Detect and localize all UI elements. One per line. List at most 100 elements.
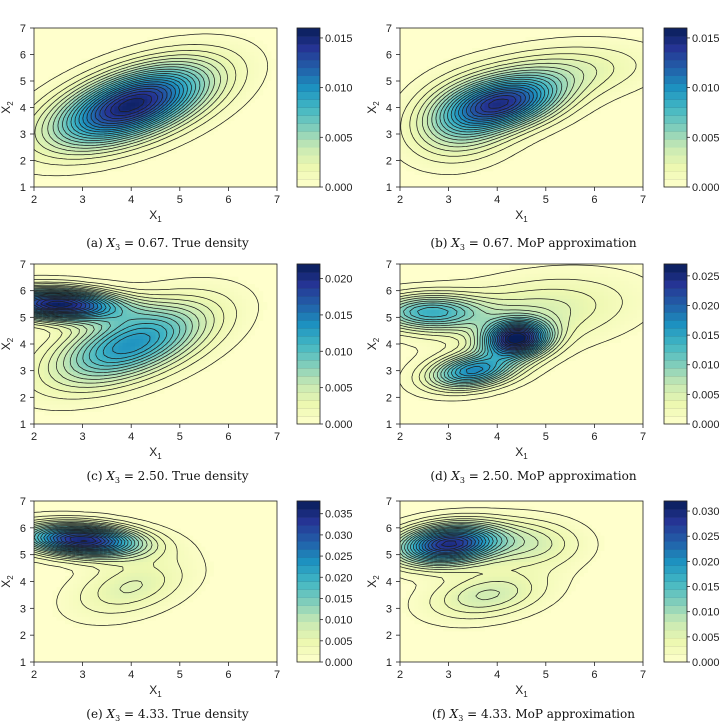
heat-cell (591, 44, 597, 49)
heat-cell (521, 105, 527, 110)
heat-cell (56, 134, 62, 139)
heat-cell (537, 109, 543, 114)
heat-cell (114, 76, 120, 81)
heat-cell (73, 338, 78, 343)
heat-cell (558, 120, 564, 125)
heat-cell (143, 305, 148, 311)
heat-cell (505, 98, 510, 103)
heat-cell (550, 134, 556, 139)
heat-cell (106, 385, 111, 391)
heat-cell (85, 378, 91, 383)
heat-cell (550, 44, 556, 49)
heat-cell (213, 345, 218, 351)
heat-cell (616, 73, 621, 78)
heat-cell (34, 396, 37, 401)
heat-cell (513, 112, 518, 118)
heat-cell (139, 91, 144, 96)
heat-cell (77, 174, 82, 179)
heat-cell (114, 353, 120, 358)
heat-cell (217, 94, 222, 100)
heat-cell (426, 87, 432, 92)
heat-cell (426, 159, 432, 165)
heat-cell (159, 298, 165, 303)
heat-cell (167, 374, 173, 380)
heat-cell (225, 313, 231, 318)
heat-cell (505, 69, 510, 74)
heat-cell (562, 120, 568, 125)
heat-cell (114, 389, 120, 394)
heat-cell (418, 98, 424, 103)
heat-cell (106, 91, 111, 96)
heat-cell (85, 338, 91, 343)
heat-cell (554, 80, 560, 85)
heat-cell (52, 152, 58, 157)
heat-cell (176, 342, 181, 347)
heat-cell (48, 152, 54, 157)
heat-cell (184, 324, 190, 329)
heat-cell (147, 109, 152, 114)
heat-cell (250, 58, 255, 63)
heat-cell (101, 58, 107, 63)
heat-cell (612, 91, 617, 96)
heat-cell (77, 367, 82, 372)
heat-cell (406, 134, 411, 139)
heat-cell (200, 40, 206, 45)
heat-cell (225, 47, 231, 53)
heat-cell (151, 94, 157, 100)
heat-cell (196, 331, 202, 336)
heat-cell (591, 102, 597, 107)
heat-cell (36, 294, 41, 300)
heat-cell (463, 65, 469, 71)
heat-cell (418, 163, 424, 168)
heat-cell (106, 404, 111, 409)
heat-cell (97, 298, 103, 303)
heat-cell (422, 134, 428, 139)
heat-cell (570, 91, 576, 96)
heat-cell (476, 156, 481, 161)
heat-cell (184, 98, 190, 103)
heat-cell (143, 91, 148, 96)
heat-cell (130, 385, 136, 391)
heat-cell (192, 374, 198, 380)
heat-cell (40, 149, 45, 154)
panel-b: 2 3 4 5 6 71234567X1X20.0000.0050.0100.015(b)… (365, 23, 720, 252)
heat-cell (34, 378, 37, 383)
heat-cell (402, 163, 407, 168)
heat-cell (459, 127, 465, 132)
heat-cell (97, 364, 103, 369)
heat-cell (81, 138, 87, 143)
heat-cell (40, 298, 45, 303)
heat-cell (579, 69, 584, 74)
heat-cell (562, 55, 568, 60)
heat-cell (64, 378, 70, 383)
heat-cell (97, 141, 103, 147)
heat-cell (151, 51, 157, 56)
heat-cell (500, 127, 506, 132)
heat-cell (134, 102, 140, 107)
heat-cell (159, 331, 165, 336)
heat-cell (44, 356, 50, 361)
heat-cell (106, 130, 111, 136)
heat-cell (163, 378, 169, 383)
heat-cell (406, 167, 411, 172)
heat-cell (204, 112, 210, 118)
heat-cell (246, 91, 251, 96)
heat-cell (233, 80, 239, 85)
heat-cell (484, 163, 490, 168)
heat-cell (64, 360, 70, 365)
heat-cell (126, 342, 132, 347)
heat-cell (184, 134, 190, 139)
heat-cell (73, 65, 78, 71)
heat-cell (69, 342, 74, 347)
heat-cell (550, 65, 556, 71)
heat-cell (110, 156, 115, 161)
heat-cell (455, 159, 461, 165)
heat-cell (151, 123, 157, 128)
heat-cell (237, 298, 243, 303)
heat-cell (583, 65, 588, 71)
heat-cell (151, 302, 157, 307)
heat-cell (632, 87, 638, 92)
heat-cell (500, 149, 506, 154)
heat-cell (114, 127, 120, 132)
heat-cell (550, 120, 556, 125)
